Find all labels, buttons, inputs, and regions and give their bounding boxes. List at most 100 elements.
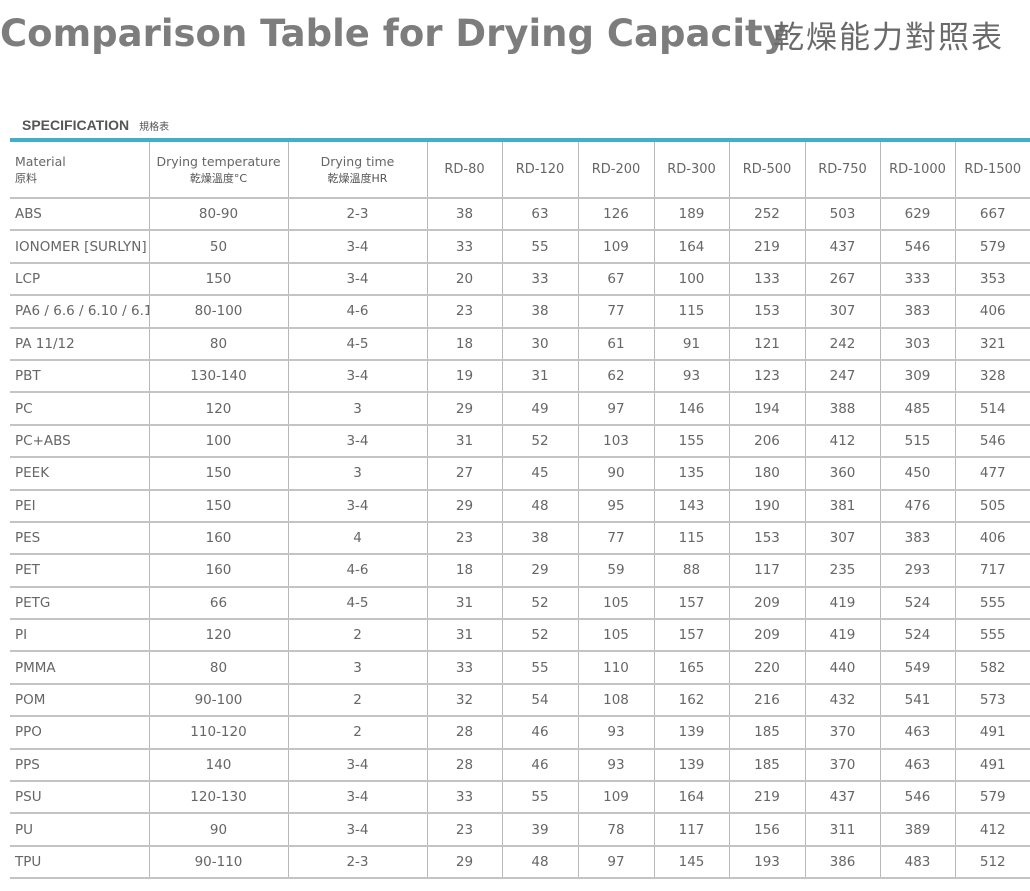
header-time-zh: 乾燥溫度HR	[327, 171, 388, 185]
capacity-cell: 437	[804, 230, 880, 264]
capacity-cell: 100	[653, 262, 729, 297]
temperature-cell: 150	[148, 457, 288, 491]
header-time-en: Drying time	[320, 153, 395, 169]
capacity-cell: 139	[653, 748, 729, 783]
capacity-cell: 32	[426, 683, 502, 718]
header-temperature: Drying temperature 乾燥溫度°C	[148, 142, 288, 199]
header-model: RD-750	[804, 142, 880, 199]
capacity-cell: 46	[501, 716, 578, 750]
temperature-cell: 160	[148, 521, 288, 556]
capacity-cell: 105	[577, 619, 654, 653]
capacity-cell: 412	[954, 813, 1030, 847]
header-model: RD-120	[501, 142, 578, 199]
capacity-cell: 162	[653, 683, 729, 718]
capacity-cell: 155	[653, 424, 729, 459]
capacity-cell: 29	[426, 489, 502, 523]
capacity-cell: 388	[804, 392, 880, 426]
capacity-cell: 93	[653, 359, 729, 394]
table-row: ABS 80-90 2-3 38 63 126 189 252 503 629 667	[10, 198, 1030, 232]
material-cell: PC+ABS	[10, 424, 149, 459]
capacity-cell: 54	[501, 683, 578, 718]
time-cell: 3	[287, 392, 427, 426]
specification-label: SPECIFICATION 規格表	[22, 115, 169, 138]
capacity-cell: 63	[501, 198, 578, 232]
temperature-cell: 160	[148, 554, 288, 588]
capacity-cell: 146	[653, 392, 729, 426]
temperature-cell: 100	[148, 424, 288, 459]
capacity-cell: 419	[804, 586, 880, 621]
capacity-cell: 546	[879, 230, 955, 264]
capacity-cell: 91	[653, 327, 729, 361]
capacity-cell: 61	[577, 327, 654, 361]
capacity-cell: 109	[577, 230, 654, 264]
capacity-cell: 629	[879, 198, 955, 232]
capacity-cell: 38	[426, 198, 502, 232]
table-row: LCP 150 3-4 20 33 67 100 133 267 333 353	[10, 262, 1030, 297]
material-cell: PMMA	[10, 651, 149, 685]
table-row: TPU 90-110 2-3 29 48 97 145 193 386 483 512	[10, 845, 1030, 880]
capacity-cell: 55	[501, 230, 578, 264]
time-cell: 3	[287, 651, 427, 685]
capacity-cell: 30	[501, 327, 578, 361]
capacity-cell: 360	[804, 457, 880, 491]
capacity-cell: 153	[728, 295, 805, 329]
capacity-cell: 28	[426, 748, 502, 783]
capacity-cell: 157	[653, 586, 729, 621]
time-cell: 3-4	[287, 359, 427, 394]
time-cell: 3-4	[287, 230, 427, 264]
capacity-cell: 383	[879, 521, 955, 556]
capacity-cell: 45	[501, 457, 578, 491]
time-cell: 3-4	[287, 262, 427, 297]
capacity-cell: 31	[426, 586, 502, 621]
capacity-cell: 164	[653, 781, 729, 815]
capacity-cell: 108	[577, 683, 654, 718]
table-row: POM 90-100 2 32 54 108 162 216 432 541 573	[10, 683, 1030, 718]
capacity-cell: 293	[879, 554, 955, 588]
capacity-cell: 38	[501, 295, 578, 329]
capacity-cell: 209	[728, 586, 805, 621]
capacity-cell: 549	[879, 651, 955, 685]
capacity-cell: 77	[577, 521, 654, 556]
material-cell: PI	[10, 619, 149, 653]
material-cell: PEEK	[10, 457, 149, 491]
capacity-cell: 194	[728, 392, 805, 426]
capacity-cell: 440	[804, 651, 880, 685]
capacity-cell: 31	[426, 424, 502, 459]
capacity-cell: 38	[501, 521, 578, 556]
temperature-cell: 120	[148, 619, 288, 653]
capacity-cell: 93	[577, 748, 654, 783]
capacity-cell: 503	[804, 198, 880, 232]
capacity-cell: 133	[728, 262, 805, 297]
table-row: PETG 66 4-5 31 52 105 157 209 419 524 555	[10, 586, 1030, 621]
capacity-cell: 88	[653, 554, 729, 588]
capacity-cell: 524	[879, 619, 955, 653]
capacity-cell: 97	[577, 392, 654, 426]
capacity-cell: 209	[728, 619, 805, 653]
time-cell: 2	[287, 683, 427, 718]
material-cell: PPO	[10, 716, 149, 750]
capacity-cell: 105	[577, 586, 654, 621]
table-row: PES 160 4 23 38 77 115 153 307 383 406	[10, 521, 1030, 556]
table-row: PPO 110-120 2 28 46 93 139 185 370 463 491	[10, 716, 1030, 750]
time-cell: 3	[287, 457, 427, 491]
capacity-cell: 463	[879, 748, 955, 783]
material-cell: PPS	[10, 748, 149, 783]
material-cell: PETG	[10, 586, 149, 621]
table-row: PI 120 2 31 52 105 157 209 419 524 555	[10, 619, 1030, 653]
capacity-cell: 33	[426, 230, 502, 264]
capacity-cell: 512	[954, 845, 1030, 880]
capacity-cell: 579	[954, 230, 1030, 264]
header-accent-line	[10, 138, 1030, 142]
capacity-cell: 541	[879, 683, 955, 718]
page-title-chinese: 乾燥能力對照表	[773, 20, 1004, 56]
capacity-cell: 717	[954, 554, 1030, 588]
capacity-cell: 29	[426, 392, 502, 426]
capacity-cell: 77	[577, 295, 654, 329]
header-model: RD-80	[426, 142, 502, 199]
capacity-cell: 165	[653, 651, 729, 685]
header-row: Material 原料 Drying temperature 乾燥溫度°C Dr…	[10, 142, 1030, 199]
capacity-cell: 219	[728, 230, 805, 264]
capacity-cell: 333	[879, 262, 955, 297]
temperature-cell: 80	[148, 651, 288, 685]
drying-capacity-table: Material 原料 Drying temperature 乾燥溫度°C Dr…	[10, 142, 1030, 880]
